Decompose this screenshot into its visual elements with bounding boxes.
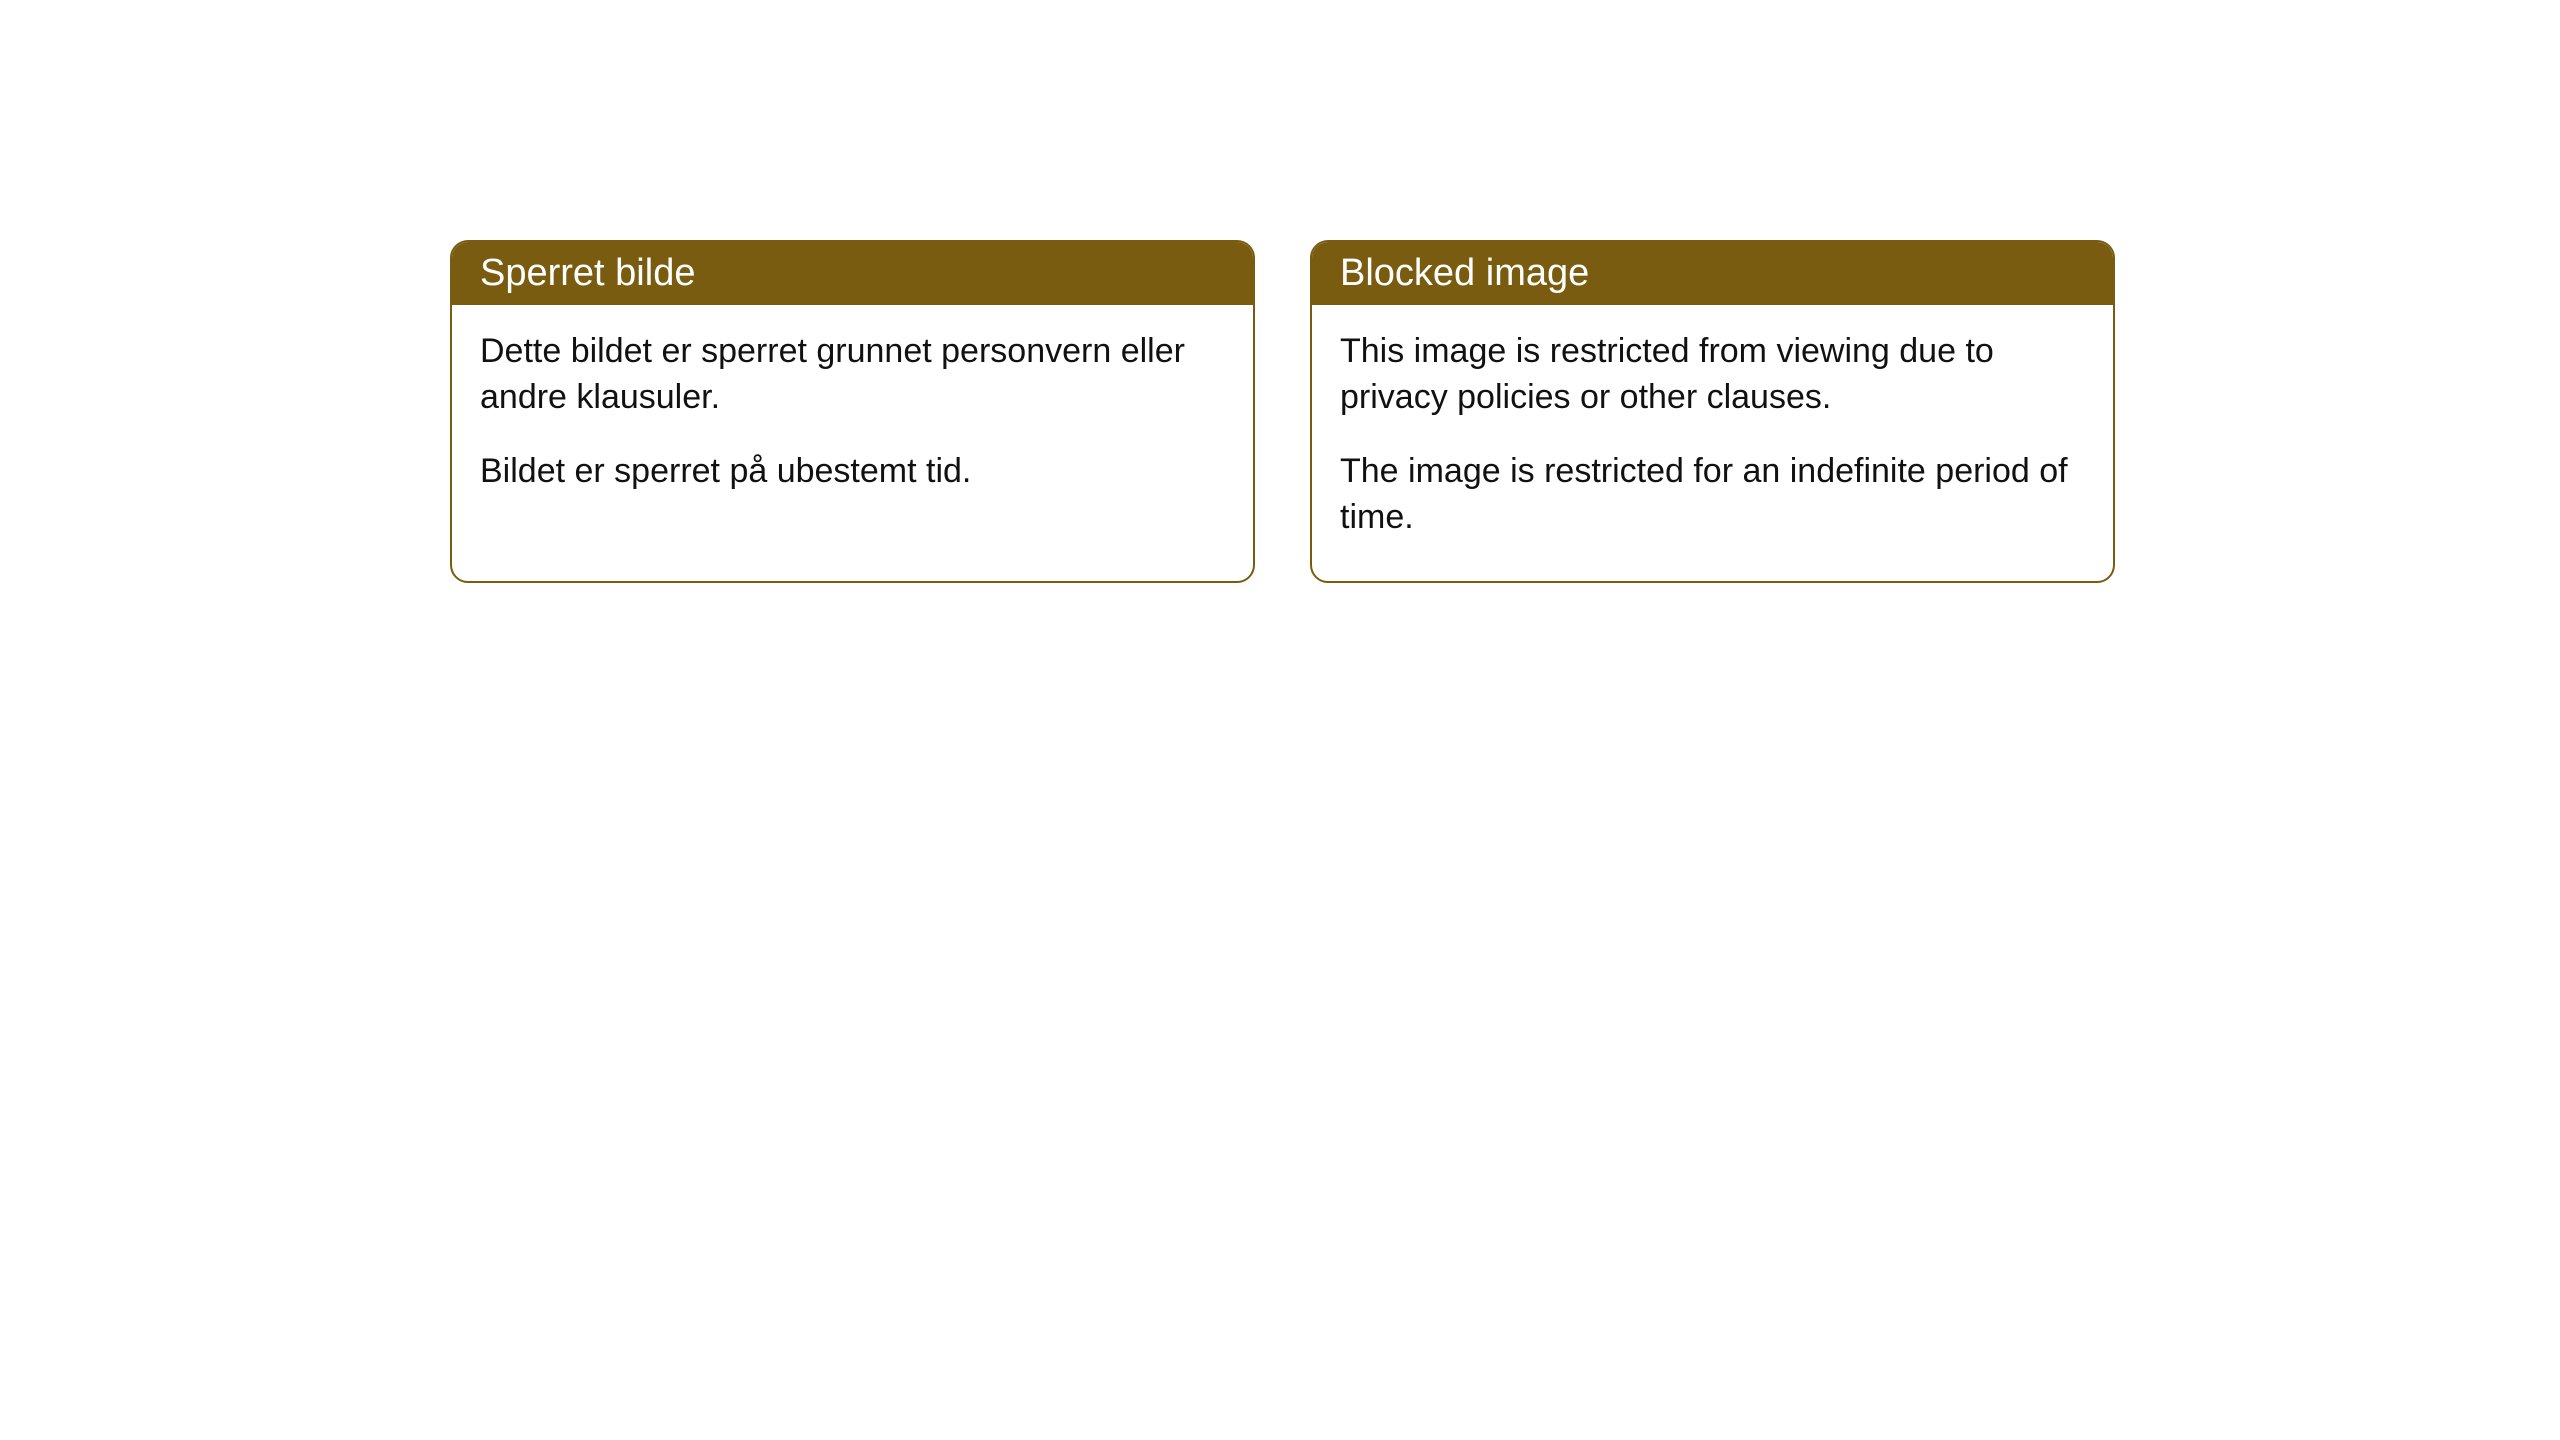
- notice-text-line1: This image is restricted from viewing du…: [1340, 329, 2085, 421]
- blocked-image-card-english: Blocked image This image is restricted f…: [1310, 240, 2115, 583]
- card-title: Sperret bilde: [480, 252, 695, 294]
- card-header-norwegian: Sperret bilde: [452, 242, 1253, 305]
- card-header-english: Blocked image: [1312, 242, 2113, 305]
- card-body-norwegian: Dette bildet er sperret grunnet personve…: [452, 305, 1253, 535]
- notice-container: Sperret bilde Dette bildet er sperret gr…: [450, 240, 2115, 583]
- card-title: Blocked image: [1340, 252, 1589, 294]
- notice-text-line2: Bildet er sperret på ubestemt tid.: [480, 449, 1225, 495]
- card-body-english: This image is restricted from viewing du…: [1312, 305, 2113, 581]
- notice-text-line1: Dette bildet er sperret grunnet personve…: [480, 329, 1225, 421]
- blocked-image-card-norwegian: Sperret bilde Dette bildet er sperret gr…: [450, 240, 1255, 583]
- notice-text-line2: The image is restricted for an indefinit…: [1340, 449, 2085, 541]
